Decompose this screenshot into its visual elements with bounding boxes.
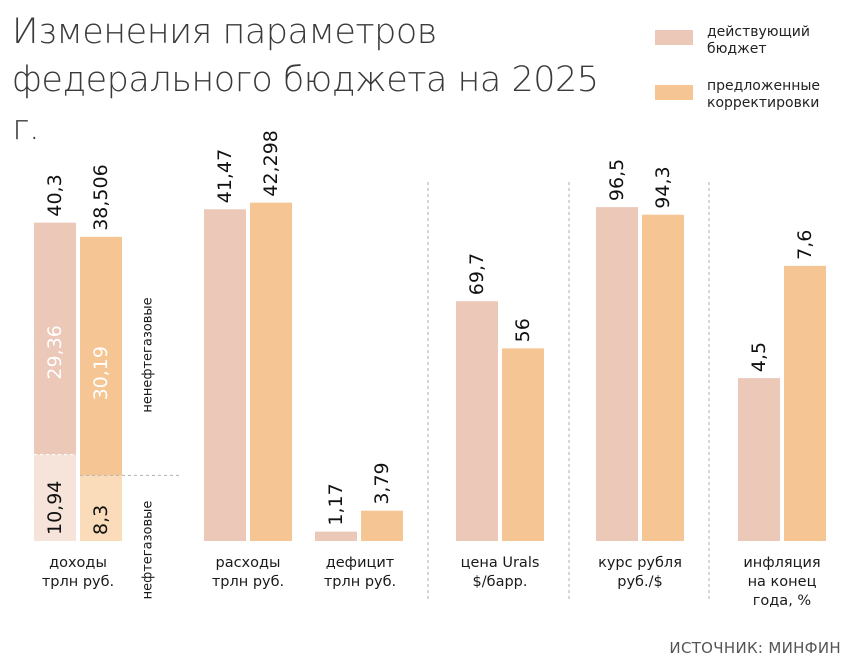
category-deficit-line-2: трлн руб. [324, 574, 396, 590]
inflation-bar-2-label: 7,6 [794, 230, 816, 260]
category-urals-line-2: $/барр. [473, 574, 528, 590]
revenue-bar-1-oil-gas-label: 10,94 [44, 481, 66, 535]
category-deficit-line-1: дефицит [326, 555, 395, 571]
deficit-bar-1 [315, 531, 357, 541]
rate-bar-1-label: 96,5 [606, 159, 628, 201]
category-expenses-line-2: трлн руб. [212, 574, 284, 590]
category-revenue-line-2: трлн руб. [42, 574, 114, 590]
inflation-bar-1-label: 4,5 [748, 342, 770, 372]
deficit-bar-2 [361, 510, 403, 541]
revenue-bar-1-oil-gas [34, 454, 76, 541]
category-revenue-line-1: доходы [49, 555, 107, 571]
revenue-bar-1-total-label: 40,3 [44, 174, 66, 216]
rate-bar-1 [596, 207, 638, 542]
urals-bar-2-label: 56 [512, 318, 534, 342]
category-inflation-line-2: на конец [748, 574, 817, 590]
expenses-bar-2 [250, 202, 292, 541]
expenses-bar-1-label: 41,47 [214, 149, 236, 203]
rate-bar-2 [642, 214, 684, 542]
urals-bar-1-label: 69,7 [466, 253, 488, 295]
category-inflation-line-1: инфляция [743, 555, 820, 571]
legend-label-current: действующий бюджет [707, 24, 810, 57]
expenses-bar-2-label: 42,298 [260, 130, 282, 196]
revenue-bar-2-oil-gas [80, 475, 122, 541]
category-urals-line-1: цена Urals [461, 555, 540, 571]
legend-swatch-proposed [655, 85, 693, 100]
legend-swatch-current [655, 30, 693, 45]
chart-title: Изменения параметров федерального бюджет… [12, 12, 599, 148]
source-note: ИСТОЧНИК: МИНФИН [669, 639, 841, 657]
revenue-bar-2-non-oil [80, 236, 122, 476]
rate-bar-2-label: 94,3 [652, 166, 674, 208]
revenue-bar-1-non-oil-label: 29,36 [44, 325, 66, 379]
inflation-bar-2 [784, 265, 826, 541]
category-expenses-line-1: расходы [216, 555, 281, 571]
deficit-bar-2-label: 3,79 [371, 462, 393, 504]
revenue-bar-1-non-oil [34, 222, 76, 455]
urals-bar-2 [502, 348, 544, 541]
category-inflation-line-3: года, % [753, 593, 811, 609]
annotation-oil-gas: нефтегазовые [141, 501, 156, 600]
inflation-bar-1 [738, 378, 780, 541]
revenue-bar-2-total-label: 38,506 [90, 164, 112, 230]
category-rate-line-1: курс рубля [598, 555, 682, 571]
annotation-non-oil: ненефтегазовые [141, 297, 156, 412]
deficit-bar-1-label: 1,17 [325, 483, 347, 525]
legend-label-proposed: предложенные корректировки [707, 78, 821, 111]
category-rate-line-2: руб./$ [617, 574, 662, 590]
revenue-bar-2-non-oil-label: 30,19 [90, 346, 112, 400]
revenue-bar-2-oil-gas-label: 8,3 [90, 505, 112, 535]
expenses-bar-1 [204, 209, 246, 542]
urals-bar-1 [456, 301, 498, 541]
